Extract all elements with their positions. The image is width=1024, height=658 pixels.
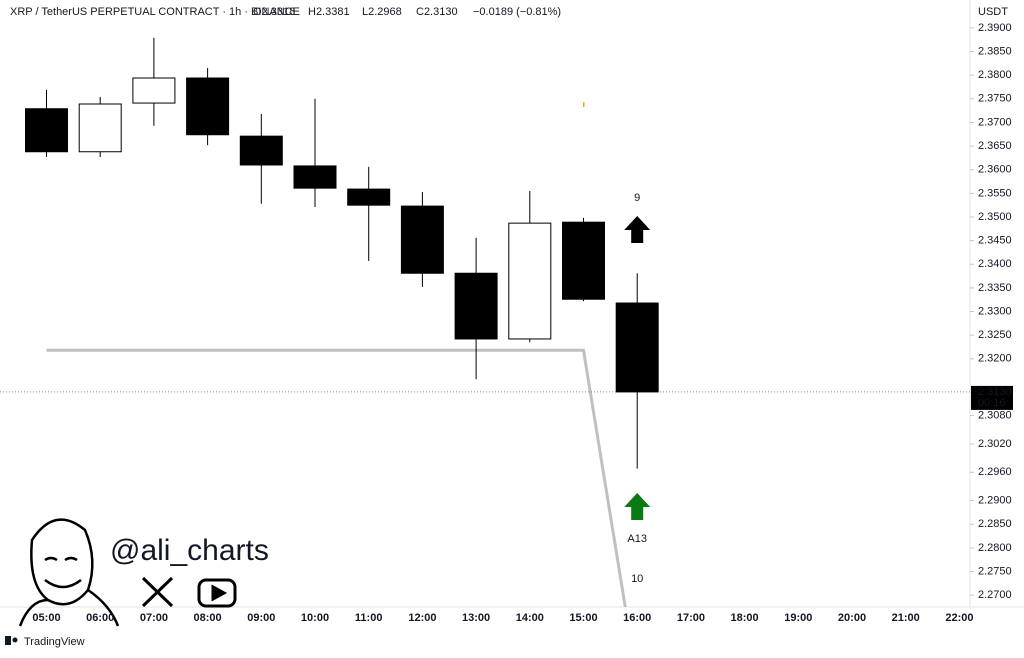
- x-tick-label: 09:00: [247, 612, 275, 624]
- arrow-up-black: [624, 216, 651, 243]
- plot-area: [0, 37, 970, 607]
- candle-body: [454, 272, 498, 340]
- price-tag-countdown: 00:16: [978, 397, 1006, 409]
- y-tick-label: 2.3650: [978, 140, 1012, 152]
- candle-body: [562, 221, 605, 300]
- price-tag-label: 2.3130: [978, 386, 1012, 398]
- watermark-handle: @ali_charts: [110, 534, 269, 567]
- x-tick-label: 18:00: [731, 612, 759, 624]
- x-tick-label: 14:00: [516, 612, 544, 624]
- count-bottom: 10: [631, 573, 643, 585]
- count-top: 9: [634, 192, 640, 204]
- social-icons: [141, 576, 237, 608]
- y-tick-label: 2.2800: [978, 542, 1012, 554]
- candle-body: [293, 165, 337, 189]
- x-tick-label: 07:00: [140, 612, 168, 624]
- currency: USDT: [978, 6, 1008, 18]
- signal-label: A13: [627, 533, 647, 545]
- x-tick-label: 19:00: [784, 612, 812, 624]
- tiny-marker: [583, 102, 585, 107]
- y-tick-label: 2.3450: [978, 235, 1012, 247]
- y-tick-label: 2.3500: [978, 211, 1012, 223]
- candle-body: [78, 103, 122, 153]
- y-tick-label: 2.3080: [978, 409, 1012, 421]
- y-tick-label: 2.3020: [978, 438, 1012, 450]
- header-symbol: XRP / TetherUS PERPETUAL CONTRACT · 1h ·…: [10, 6, 300, 18]
- y-tick-label: 2.2960: [978, 466, 1012, 478]
- x-tick-label: 05:00: [32, 612, 60, 624]
- y-tick-label: 2.3250: [978, 329, 1012, 341]
- header-change: −0.0189 (−0.81%): [473, 6, 561, 18]
- candle-body: [347, 188, 391, 206]
- y-tick-label: 2.2700: [978, 589, 1012, 601]
- y-tick-label: 2.2900: [978, 495, 1012, 507]
- x-tick-label: 16:00: [623, 612, 651, 624]
- y-tick-label: 2.3350: [978, 282, 1012, 294]
- x-tick-label: 20:00: [838, 612, 866, 624]
- x-tick-label: 06:00: [86, 612, 114, 624]
- y-tick-label: 2.3600: [978, 164, 1012, 176]
- x-tick-label: 17:00: [677, 612, 705, 624]
- x-tick-label: 12:00: [408, 612, 436, 624]
- avatar: [18, 518, 120, 627]
- candle-body: [132, 77, 176, 104]
- y-tick-label: 2.3900: [978, 22, 1012, 34]
- x-tick-label: 11:00: [355, 612, 383, 624]
- y-tick-label: 2.3750: [978, 93, 1012, 105]
- header-open: O2.3318: [253, 6, 295, 18]
- y-tick-label: 2.3800: [978, 69, 1012, 81]
- trend-line: [46, 348, 627, 607]
- y-tick-label: 2.3200: [978, 353, 1012, 365]
- candle-body: [400, 205, 444, 274]
- y-tick-label: 2.3550: [978, 187, 1012, 199]
- y-tick-label: 2.3400: [978, 258, 1012, 270]
- x-tick-label: 13:00: [462, 612, 490, 624]
- y-tick-label: 2.2850: [978, 518, 1012, 530]
- y-tick-label: 2.3300: [978, 305, 1012, 317]
- y-tick-label: 2.3850: [978, 45, 1012, 57]
- arrow-up-green: [624, 493, 651, 520]
- candle-body: [615, 302, 659, 393]
- x-tick-label: 08:00: [194, 612, 222, 624]
- candle-body: [508, 222, 552, 340]
- y-tick-label: 2.2750: [978, 565, 1012, 577]
- x-tick-label: 10:00: [301, 612, 329, 624]
- tv-logo: [5, 636, 18, 645]
- header-high: H2.3381: [308, 6, 350, 18]
- brand: TradingView: [24, 636, 85, 648]
- candle-body: [25, 108, 68, 153]
- candle-body: [186, 77, 230, 136]
- header-low: L2.2968: [362, 6, 402, 18]
- candle-body: [239, 135, 283, 166]
- y-tick-label: 2.3700: [978, 116, 1012, 128]
- x-tick-label: 15:00: [569, 612, 597, 624]
- price-tag: [971, 385, 1013, 410]
- header-close: C2.3130: [416, 6, 458, 18]
- x-tick-label: 22:00: [945, 612, 973, 624]
- x-tick-label: 21:00: [892, 612, 920, 624]
